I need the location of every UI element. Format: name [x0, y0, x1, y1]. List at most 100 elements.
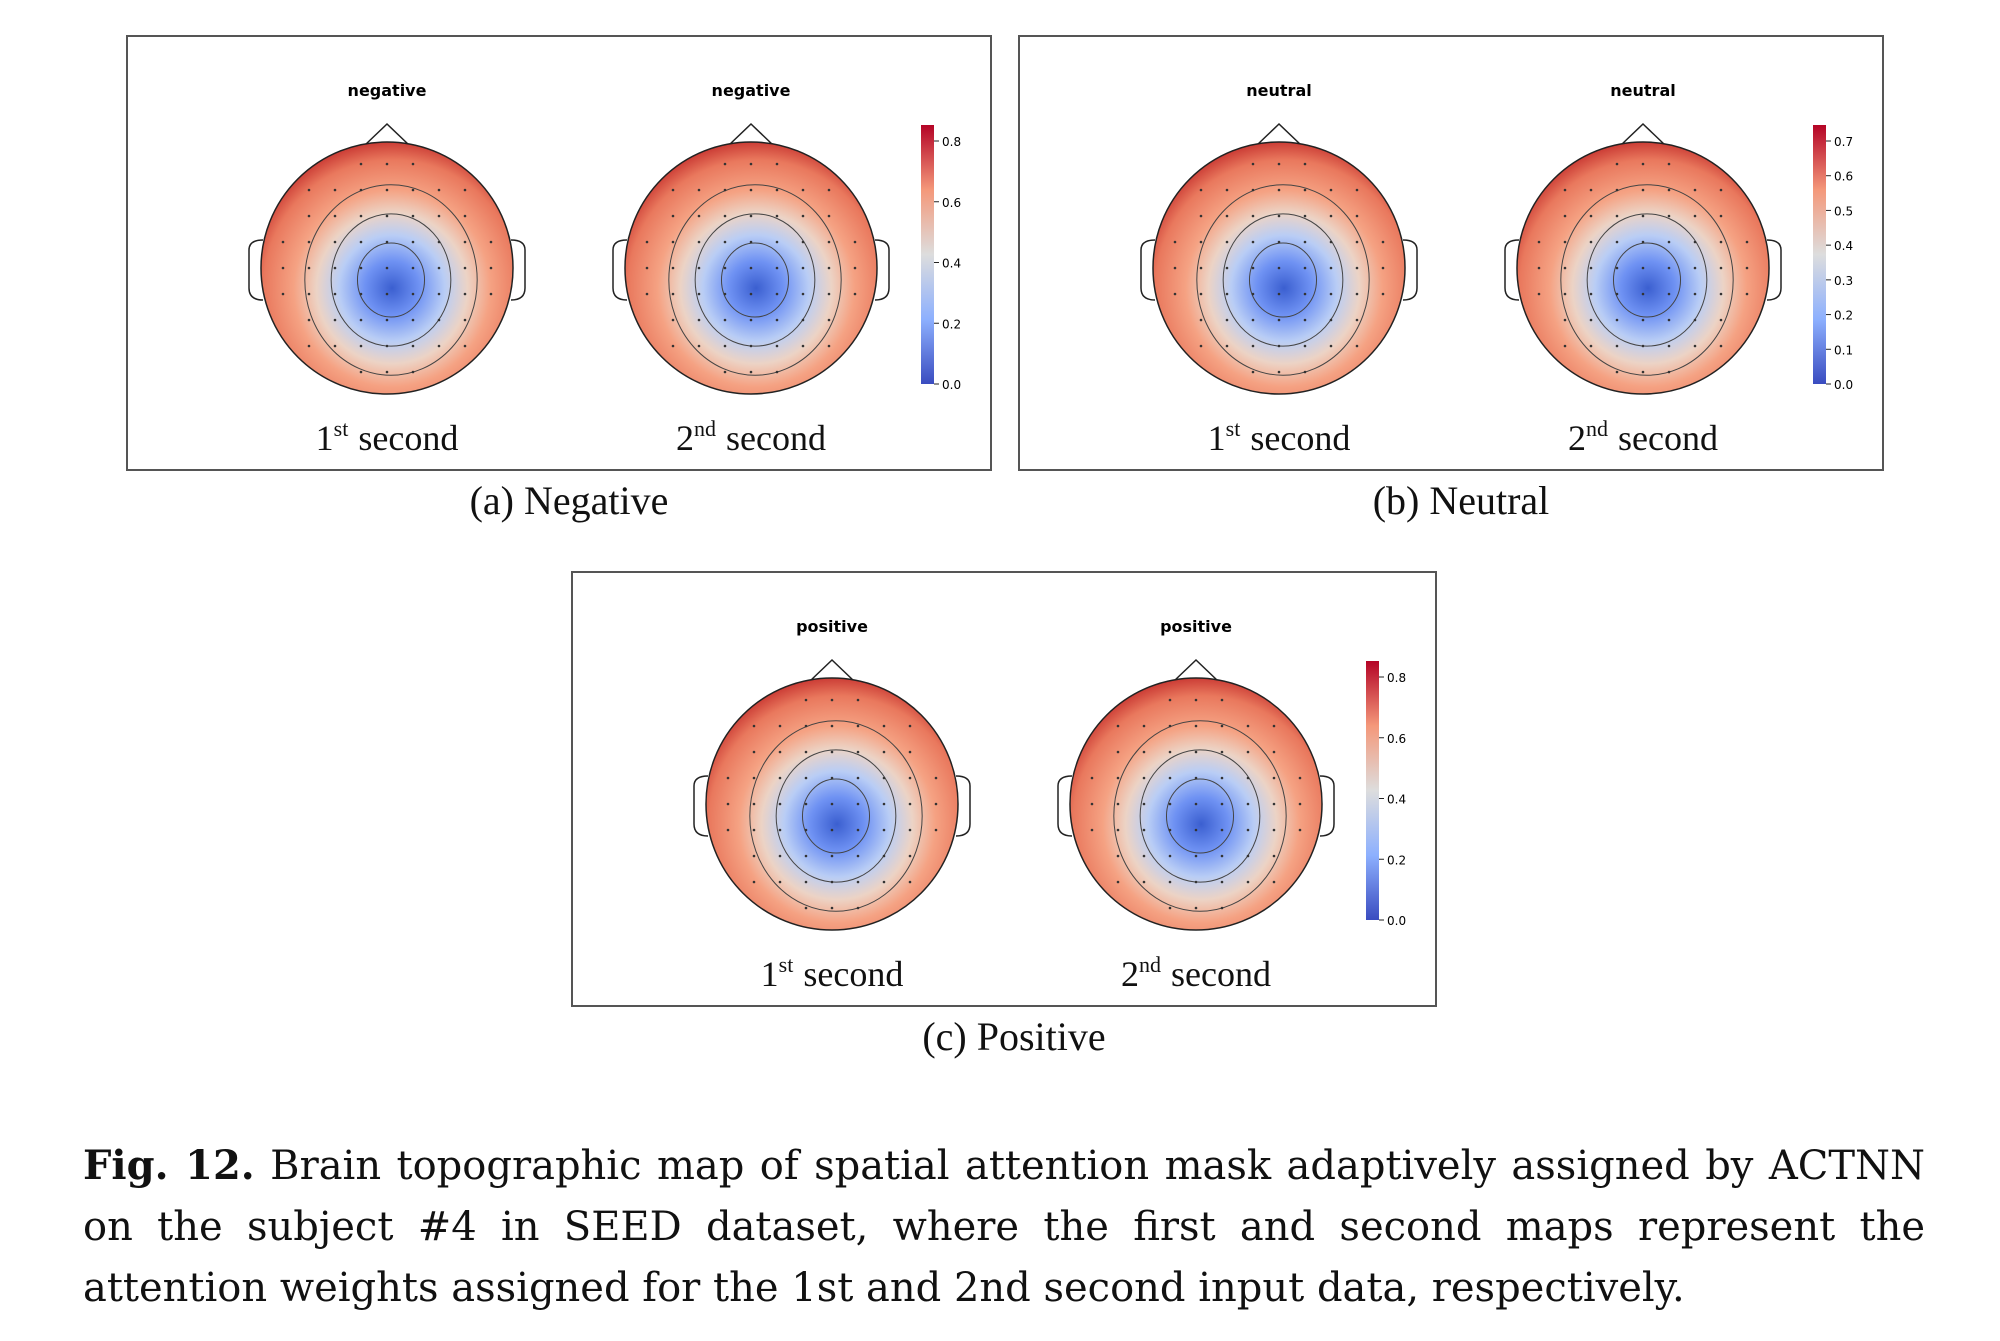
electrode [1168, 880, 1172, 884]
electrode [1563, 266, 1567, 270]
electrode [1142, 828, 1146, 832]
electrode [1615, 240, 1619, 244]
electrode [1168, 750, 1172, 754]
colorbar-tick-label: 0.0 [942, 378, 961, 392]
colorbar [1366, 661, 1379, 920]
figure-caption: Fig. 12. Brain topographic map of spatia… [83, 1135, 1925, 1319]
electrode [411, 318, 415, 322]
electrode [359, 292, 363, 296]
electrode [749, 240, 753, 244]
electrode [856, 776, 860, 780]
electrode [726, 776, 730, 780]
electrode [1355, 266, 1359, 270]
electrode [723, 318, 727, 322]
electrode [723, 370, 727, 374]
electrode [749, 370, 753, 374]
electrode [1719, 266, 1723, 270]
electrode [1246, 828, 1250, 832]
electrode [1116, 854, 1120, 858]
electrode [1220, 880, 1224, 884]
electrode [804, 750, 808, 754]
electrode [853, 240, 857, 244]
electrode [1329, 214, 1333, 218]
map-word: second [1171, 954, 1271, 994]
electrode [359, 240, 363, 244]
electrode [804, 698, 808, 702]
electrode [359, 162, 363, 166]
contour [1586, 213, 1708, 347]
head-ear [955, 775, 971, 837]
electrode [1272, 724, 1276, 728]
electrode [804, 906, 808, 910]
electrode [775, 370, 779, 374]
electrode [827, 214, 831, 218]
electrode [359, 266, 363, 270]
electrode [1329, 318, 1333, 322]
colorbar-tick-label: 0.4 [942, 257, 961, 271]
electrode [723, 162, 727, 166]
head-ear [874, 239, 890, 301]
colorbar-tick-label: 0.2 [942, 317, 961, 331]
electrode [801, 266, 805, 270]
contour [304, 184, 478, 376]
electrode [437, 292, 441, 296]
electrode [1116, 724, 1120, 728]
electrode [385, 162, 389, 166]
electrode [726, 802, 730, 806]
electrode [671, 240, 675, 244]
electrode [1641, 266, 1645, 270]
contour [330, 213, 452, 347]
colorbar-tick-label: 0.8 [942, 135, 961, 149]
contour [694, 213, 816, 347]
electrode [1199, 344, 1203, 348]
electrode [778, 880, 782, 884]
electrode [1225, 240, 1229, 244]
electrode [827, 318, 831, 322]
map-title: negative [348, 81, 427, 100]
map-word: second [1250, 418, 1350, 458]
contour [1165, 778, 1235, 854]
electrode [671, 214, 675, 218]
electrode [359, 214, 363, 218]
electrode [307, 344, 311, 348]
electrode [778, 828, 782, 832]
electrode [1719, 188, 1723, 192]
colorbar-tick-label: 0.6 [1834, 170, 1853, 184]
electrode [333, 344, 337, 348]
head-ear [1140, 239, 1156, 301]
electrode [882, 802, 886, 806]
electrode [1142, 724, 1146, 728]
electrode [775, 240, 779, 244]
map-ordinal: nd [1139, 952, 1161, 977]
electrode [1090, 776, 1094, 780]
contour [1196, 184, 1370, 376]
electrode [1116, 750, 1120, 754]
electrode [1563, 188, 1567, 192]
electrode [1355, 214, 1359, 218]
electrode [1090, 802, 1094, 806]
electrode [671, 266, 675, 270]
electrode [1277, 162, 1281, 166]
electrode [463, 318, 467, 322]
electrode [908, 724, 912, 728]
electrode [1667, 188, 1671, 192]
electrode [1194, 776, 1198, 780]
electrode [1303, 162, 1307, 166]
electrode [1277, 214, 1281, 218]
electrode [1537, 292, 1541, 296]
electrode [830, 854, 834, 858]
electrode [1168, 776, 1172, 780]
head-ear [693, 775, 709, 837]
electrode [1381, 240, 1385, 244]
panel: negative 1st second negative 2nd second 0.0 0.2… [126, 35, 992, 523]
map-title: positive [1160, 617, 1232, 636]
electrode [749, 162, 753, 166]
electrode [1168, 828, 1172, 832]
electrode [1116, 802, 1120, 806]
electrode [1272, 776, 1276, 780]
map-ordinal: st [1226, 416, 1241, 441]
panel: positive 1st second positive 2nd second 0.0 0.2… [571, 571, 1437, 1059]
electrode [775, 344, 779, 348]
electrode [908, 776, 912, 780]
electrode [801, 188, 805, 192]
